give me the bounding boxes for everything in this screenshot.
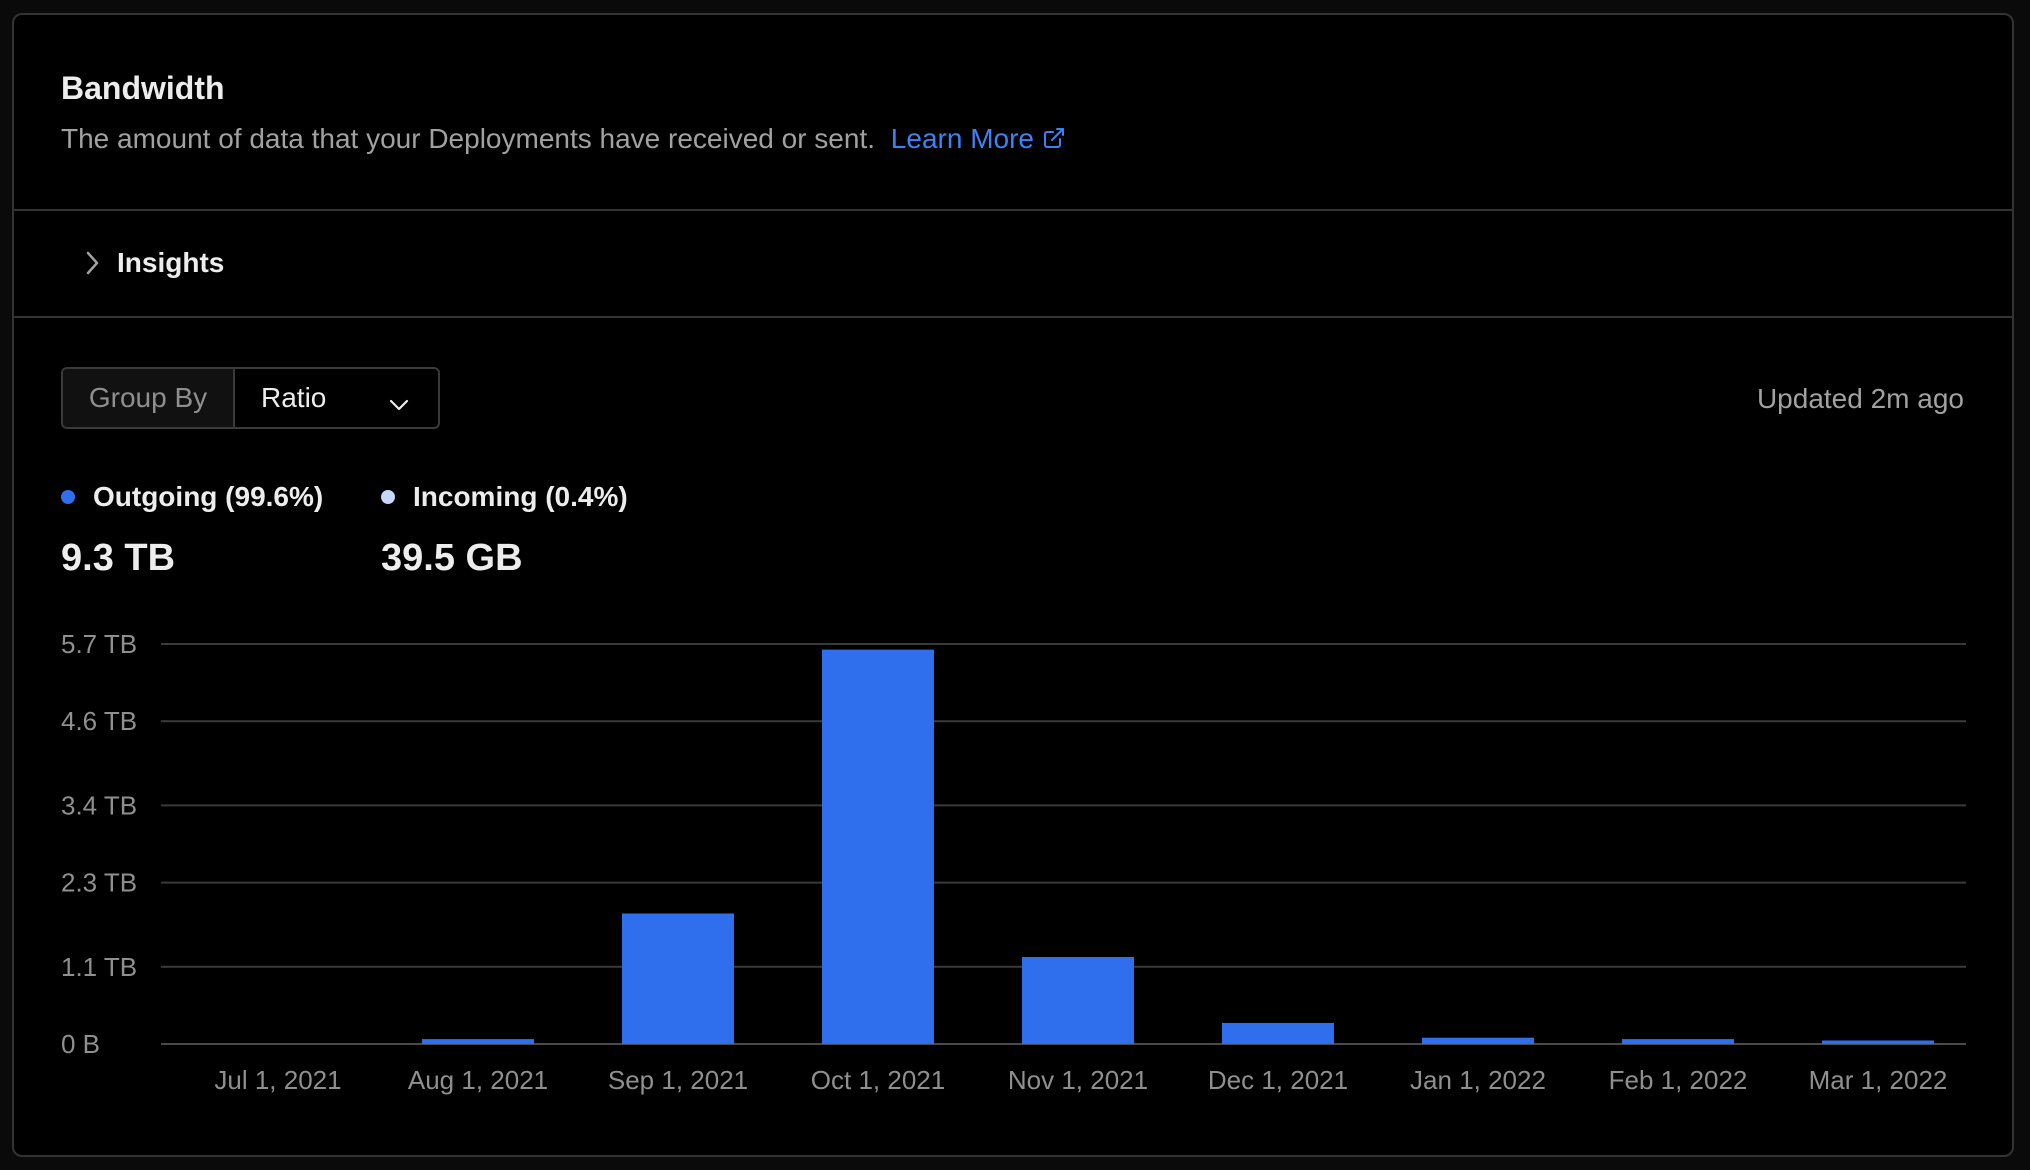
bar[interactable] [622, 913, 734, 1044]
learn-more-link[interactable]: Learn More [891, 123, 1066, 154]
subtitle-text: The amount of data that your Deployments… [61, 123, 876, 154]
legend-outgoing[interactable]: Outgoing (99.6%) [61, 481, 323, 513]
y-tick-label: 4.6 TB [61, 706, 137, 736]
legend-incoming-dot [381, 490, 395, 504]
bar[interactable] [422, 1039, 534, 1044]
bar[interactable] [1822, 1040, 1934, 1044]
x-tick-label: Mar 1, 2022 [1809, 1065, 1948, 1095]
group-by-select[interactable]: Ratio [235, 369, 438, 427]
x-tick-label: Jan 1, 2022 [1410, 1065, 1546, 1095]
chevron-down-icon [388, 389, 410, 421]
legend-incoming[interactable]: Incoming (0.4%) [381, 481, 628, 513]
y-tick-label: 5.7 TB [61, 629, 137, 659]
y-tick-label: 2.3 TB [61, 868, 137, 898]
bar[interactable] [1422, 1037, 1534, 1044]
group-by-value: Ratio [261, 382, 327, 413]
y-tick-label: 1.1 TB [61, 952, 137, 982]
insights-label: Insights [117, 247, 225, 278]
incoming-total: 39.5 GB [381, 537, 523, 579]
bar[interactable] [1022, 956, 1134, 1044]
legend-incoming-label: Incoming (0.4%) [413, 481, 628, 512]
group-by-label: Group By [63, 369, 235, 427]
card-subtitle: The amount of data that your Deployments… [61, 123, 1066, 157]
group-by-control: Group By Ratio [61, 367, 440, 429]
x-tick-label: Feb 1, 2022 [1609, 1065, 1748, 1095]
bar[interactable] [1222, 1022, 1334, 1044]
insights-toggle[interactable]: Insights [14, 211, 2012, 318]
legend-outgoing-dot [61, 490, 75, 504]
x-tick-label: Sep 1, 2021 [608, 1065, 748, 1095]
bar[interactable] [822, 649, 934, 1044]
x-tick-label: Nov 1, 2021 [1008, 1065, 1148, 1095]
y-tick-label: 0 B [61, 1029, 100, 1059]
card-header: Bandwidth The amount of data that your D… [14, 15, 2012, 211]
x-tick-label: Jul 1, 2021 [214, 1065, 341, 1095]
card-title: Bandwidth [61, 70, 225, 106]
bandwidth-card: Bandwidth The amount of data that your D… [12, 13, 2014, 1157]
learn-more-label: Learn More [890, 123, 1034, 154]
updated-timestamp: Updated 2m ago [1756, 383, 1964, 414]
chevron-right-icon [80, 249, 104, 282]
external-link-icon [1042, 125, 1066, 157]
x-tick-label: Dec 1, 2021 [1208, 1065, 1348, 1095]
x-tick-label: Aug 1, 2021 [408, 1065, 548, 1095]
outgoing-total: 9.3 TB [61, 537, 176, 579]
bandwidth-chart: 0 B 1.1 TB 2.3 TB 3.4 TB 4.6 TB 5.7 TB Jul 1, … [61, 629, 1966, 1095]
y-tick-label: 3.4 TB [61, 790, 137, 820]
bar[interactable] [1622, 1039, 1734, 1044]
legend-outgoing-label: Outgoing (99.6%) [93, 481, 324, 512]
x-tick-label: Oct 1, 2021 [811, 1065, 945, 1095]
